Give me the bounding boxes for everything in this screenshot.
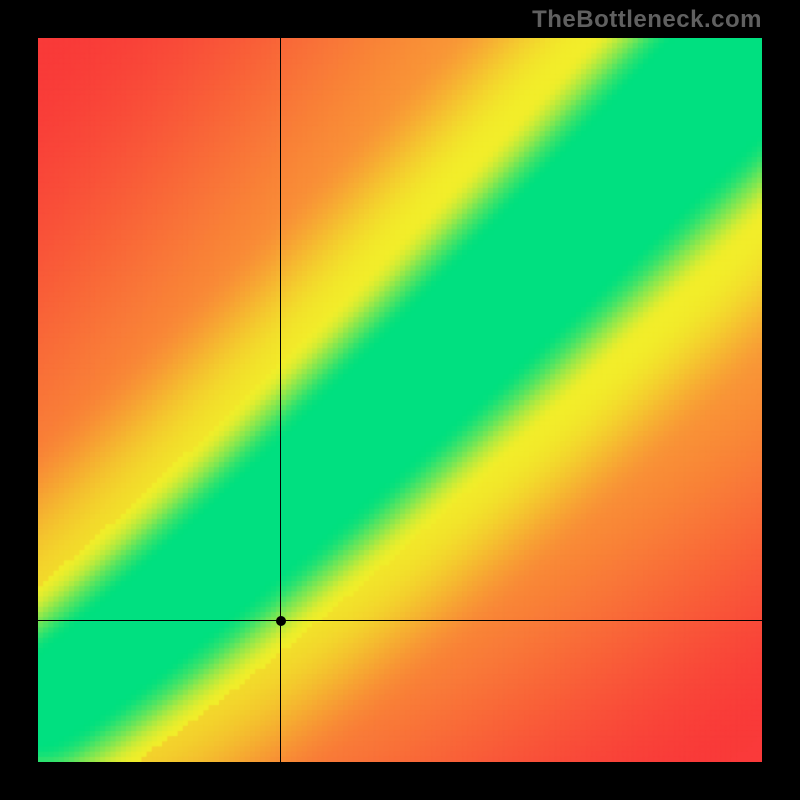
crosshair-marker (276, 616, 286, 626)
crosshair-horizontal (38, 620, 762, 621)
crosshair-vertical (280, 38, 281, 762)
bottleneck-heatmap (38, 38, 762, 762)
watermark-text: TheBottleneck.com (532, 6, 762, 34)
